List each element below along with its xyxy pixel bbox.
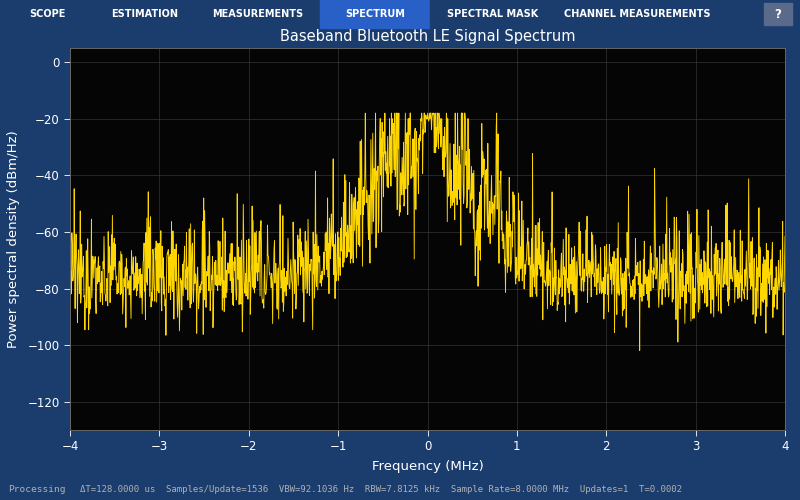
Bar bbox=[320, 0, 430, 28]
Text: ΔT=128.0000 us  Samples/Update=1536  VBW=92.1036 Hz  RBW=7.8125 kHz  Sample Rate: ΔT=128.0000 us Samples/Update=1536 VBW=9… bbox=[80, 484, 682, 494]
Text: ?: ? bbox=[774, 8, 782, 20]
Title: Baseband Bluetooth LE Signal Spectrum: Baseband Bluetooth LE Signal Spectrum bbox=[280, 29, 575, 44]
Text: SPECTRAL MASK: SPECTRAL MASK bbox=[447, 9, 538, 19]
Bar bbox=[0, 0, 95, 28]
Text: SPECTRUM: SPECTRUM bbox=[345, 9, 405, 19]
Text: SCOPE: SCOPE bbox=[30, 9, 66, 19]
Text: MEASUREMENTS: MEASUREMENTS bbox=[212, 9, 303, 19]
Text: Processing: Processing bbox=[8, 484, 66, 494]
Bar bbox=[764, 3, 792, 25]
Text: ESTIMATION: ESTIMATION bbox=[111, 9, 178, 19]
Y-axis label: Power spectral density (dBm/Hz): Power spectral density (dBm/Hz) bbox=[7, 130, 20, 348]
Bar bbox=[555, 0, 720, 28]
Text: CHANNEL MEASUREMENTS: CHANNEL MEASUREMENTS bbox=[564, 9, 710, 19]
X-axis label: Frequency (MHz): Frequency (MHz) bbox=[372, 460, 483, 473]
Bar bbox=[195, 0, 320, 28]
Bar bbox=[95, 0, 195, 28]
Bar bbox=[430, 0, 555, 28]
